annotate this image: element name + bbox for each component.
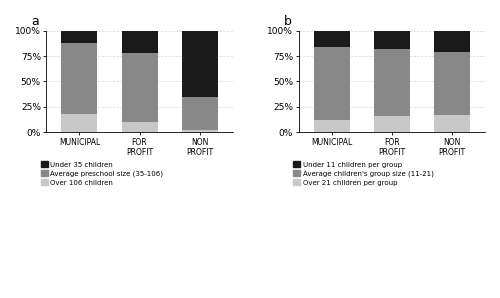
Bar bbox=[62, 31, 98, 43]
Bar bbox=[122, 53, 158, 122]
Bar bbox=[314, 47, 350, 120]
Text: b: b bbox=[284, 15, 292, 28]
Bar bbox=[182, 97, 218, 130]
Bar bbox=[434, 31, 470, 52]
Bar bbox=[62, 114, 98, 132]
Bar bbox=[434, 115, 470, 132]
Bar bbox=[374, 31, 410, 49]
Legend: Under 35 children, Average preschool size (35-106), Over 106 children: Under 35 children, Average preschool siz… bbox=[40, 161, 164, 186]
Bar bbox=[62, 43, 98, 114]
Bar bbox=[314, 31, 350, 47]
Bar bbox=[374, 49, 410, 116]
Bar bbox=[122, 122, 158, 132]
Text: a: a bbox=[32, 15, 40, 28]
Bar bbox=[182, 130, 218, 132]
Bar bbox=[374, 116, 410, 132]
Bar bbox=[434, 52, 470, 115]
Legend: Under 11 children per group, Average children's group size (11-21), Over 21 chil: Under 11 children per group, Average chi… bbox=[293, 161, 434, 186]
Bar bbox=[122, 31, 158, 53]
Bar bbox=[182, 31, 218, 97]
Bar bbox=[314, 120, 350, 132]
